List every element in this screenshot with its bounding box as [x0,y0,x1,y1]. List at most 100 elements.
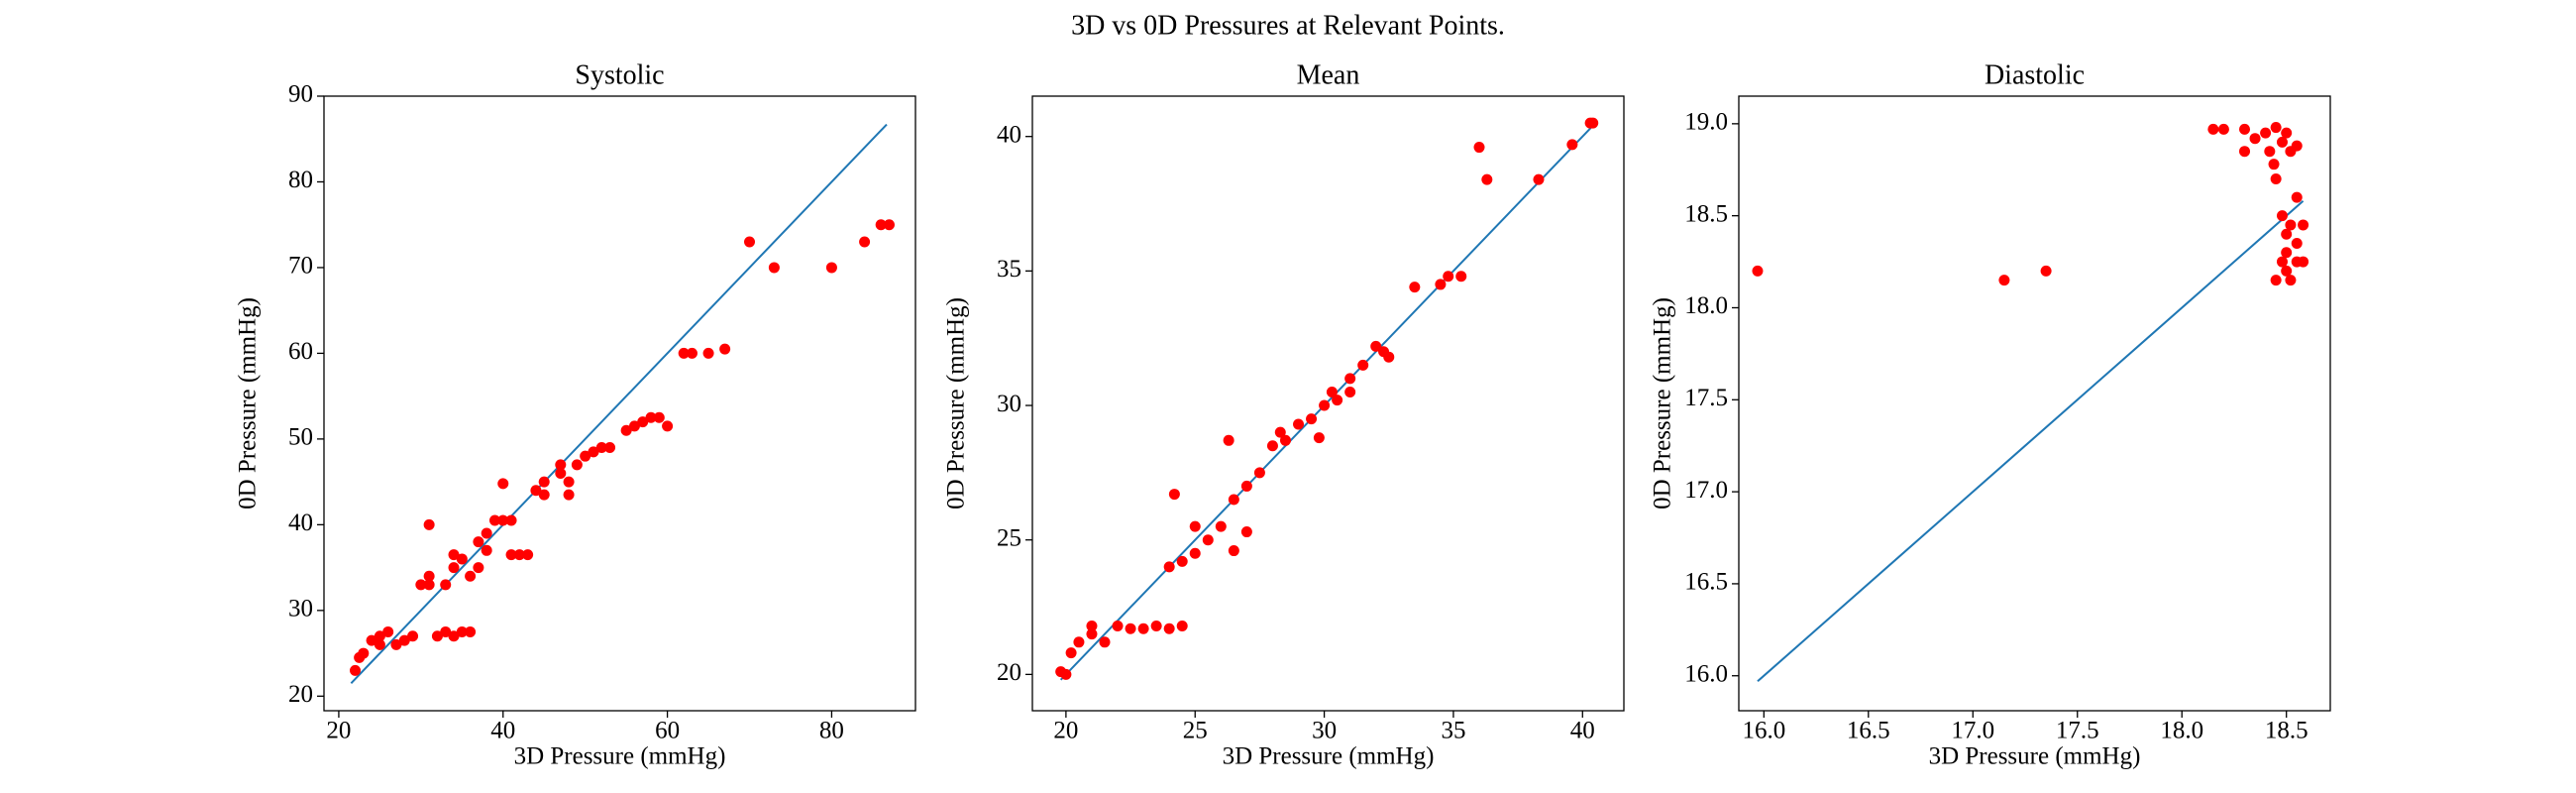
scatter-point [2281,265,2293,277]
scatter-point [1073,636,1085,648]
scatter-point [382,625,394,637]
y-axis-label: 0D Pressure (mmHg) [1650,297,1676,510]
scatter-point [620,424,632,436]
scatter-point [2291,191,2303,203]
scatter-point [398,634,410,646]
scatter-point [1086,621,1098,632]
scatter-point [1228,545,1239,557]
scatter-point [1189,520,1201,532]
scatter-point [744,236,756,248]
scatter-point [2281,127,2293,139]
scatter-point [1293,418,1305,430]
scatter-point [563,476,575,488]
scatter-point [2239,146,2251,158]
y-axis-label: 0D Pressure (mmHg) [235,297,262,510]
scatter-point [1998,275,2010,286]
y-tick-label: 90 [288,81,313,108]
scatter-point [2260,127,2272,139]
scatter-point [662,420,674,432]
scatter-point [2285,275,2297,286]
scatter-point [473,562,484,574]
scatter-point [1344,373,1356,385]
scatter-point [407,630,419,642]
scatter-point [2217,123,2229,135]
scatter-point [538,476,550,488]
x-tick-label: 20 [1053,718,1078,744]
y-tick-label: 30 [997,391,1021,417]
identity-line [350,123,888,685]
scatter-point [2276,136,2288,148]
scatter-point [555,467,567,479]
scatter-point [1344,386,1356,397]
scatter-point [702,347,714,359]
scatter-point [1168,489,1180,501]
scatter-point [456,625,468,637]
y-tick-label: 35 [997,256,1021,283]
scatter-point [505,514,517,526]
y-tick-label: 40 [288,510,313,536]
scatter-point [415,579,427,591]
scatter-point [1313,432,1325,444]
scatter-point [875,219,887,231]
axes-frame [323,95,916,712]
scatter-point [1481,173,1493,185]
scatter-point [1086,628,1098,640]
x-tick-label: 80 [819,718,844,744]
scatter-point [1443,271,1454,283]
scatter-point [563,489,575,501]
scatter-point [1566,139,1578,151]
scatter-point [1279,434,1291,446]
scatter-point [1326,386,1338,397]
subplot-title: Systolic [575,59,664,90]
y-tick-label: 16.0 [1684,660,1728,687]
axes-frame [1031,95,1625,712]
scatter-point [522,549,534,561]
scatter-point [440,625,452,637]
scatter-point [456,553,468,565]
scatter-point [423,570,435,582]
scatter-point [1435,279,1447,290]
x-tick-label: 60 [655,718,680,744]
scatter-point [1473,142,1485,154]
x-tick-label: 17.5 [2056,718,2099,744]
scatter-point [2281,228,2293,240]
scatter-point [825,262,837,274]
scatter-point [2270,173,2282,185]
scatter-point [473,536,484,548]
scatter-point [1163,561,1175,573]
scatter-point [2264,146,2276,158]
y-tick-label: 20 [997,659,1021,686]
x-tick-label: 16.0 [1742,718,1785,744]
scatter-point [1357,359,1369,371]
scatter-point [431,630,443,642]
scatter-point [883,219,895,231]
scatter-point [604,442,616,454]
scatter-point [2270,275,2282,286]
scatter-point [580,450,591,462]
scatter-point [423,579,435,591]
scatter-point [488,514,500,526]
scatter-point [1455,271,1467,283]
y-tick-label: 16.5 [1684,569,1728,596]
scatter-point [497,514,509,526]
scatter-point [448,562,460,574]
scatter-point [2270,122,2282,134]
y-tick-label: 19.0 [1684,109,1728,136]
scatter-point [637,416,649,428]
scatter-point [1332,395,1343,406]
scatter-point [2276,256,2288,268]
scatter-point [2298,219,2309,231]
scatter-point [465,625,477,637]
scatter-point [1202,534,1214,546]
scatter-point [1319,399,1331,411]
scatter-point [768,262,780,274]
scatter-point [1266,440,1278,452]
scatter-point [1099,636,1111,648]
scatter-point [374,638,385,650]
scatter-point [1125,623,1136,634]
scatter-point [505,549,517,561]
y-tick-label: 50 [288,424,313,451]
x-tick-label: 18.5 [2265,718,2308,744]
scatter-point [1370,340,1382,352]
scatter-point [1176,555,1188,567]
